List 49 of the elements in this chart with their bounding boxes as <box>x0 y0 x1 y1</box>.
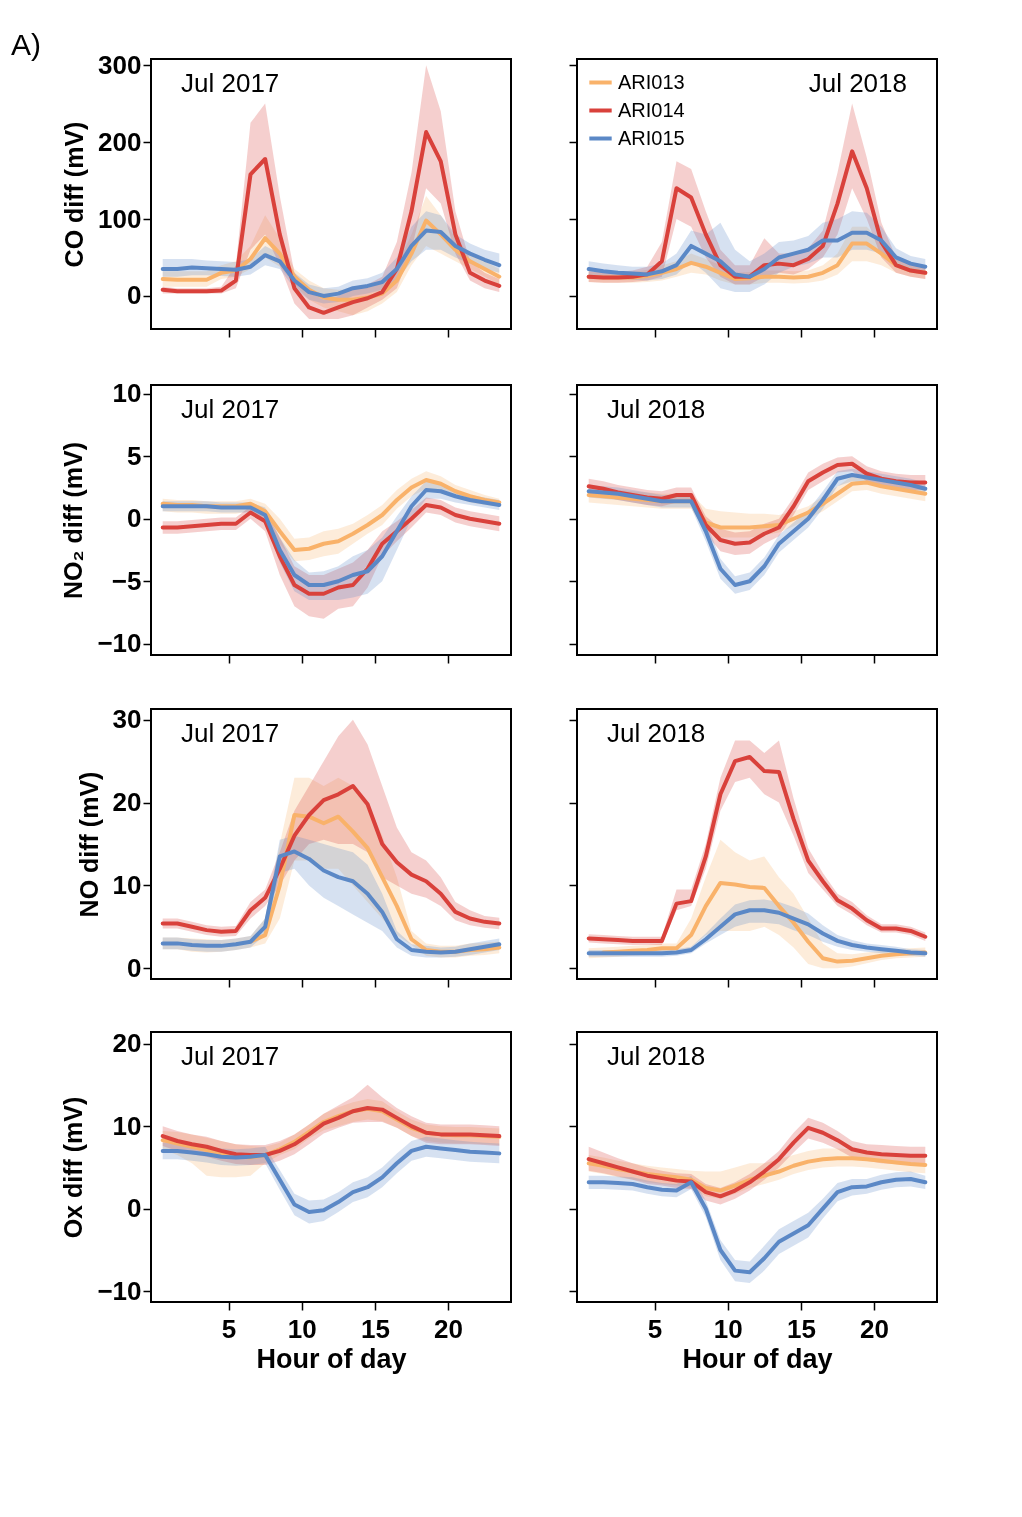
x-tick-label: 15 <box>360 1313 390 1344</box>
x-tick-label: 10 <box>713 1313 743 1344</box>
y-axis-title: NO₂ diff (mV) <box>59 442 88 599</box>
y-axis-title: NO diff (mV) <box>74 771 103 918</box>
line-series <box>160 1144 502 1214</box>
y-tick-label: 100 <box>98 203 142 234</box>
y-tick-label: 5 <box>127 440 142 471</box>
x-tick-label: 20 <box>434 1313 464 1344</box>
y-axis-title: CO diff (mV) <box>60 121 89 268</box>
y-tick-label: 10 <box>112 1110 142 1141</box>
y-tick-label: 0 <box>127 280 142 311</box>
annotation: Jul 2018 <box>607 718 706 748</box>
line-series <box>160 130 502 315</box>
annotation: Jul 2018 <box>808 68 907 98</box>
legend-label: ARI014 <box>618 98 685 121</box>
y-tick-label: 0 <box>127 952 142 983</box>
annotation: Jul 2017 <box>181 68 280 98</box>
line-series <box>160 488 502 587</box>
y-tick-label: 20 <box>112 787 142 818</box>
line-series <box>160 228 502 298</box>
annotation: Jul 2017 <box>181 394 280 424</box>
y-tick-label: 10 <box>112 378 142 409</box>
y-tick-label: 300 <box>98 49 142 80</box>
y-tick-label: 10 <box>112 869 142 900</box>
x-tick-label: 5 <box>221 1313 237 1344</box>
chart-title: A) <box>11 28 41 61</box>
x-axis-title: Hour of day <box>256 1343 407 1374</box>
y-tick-label: 30 <box>112 704 142 735</box>
annotation: Jul 2018 <box>607 394 706 424</box>
x-tick-label: 20 <box>860 1313 890 1344</box>
line-series <box>160 784 502 934</box>
y-tick-label: 0 <box>127 1193 142 1224</box>
y-tick-label: 20 <box>112 1028 142 1059</box>
y-axis-title: Ox diff (mV) <box>59 1096 88 1239</box>
x-axis-title: Hour of day <box>682 1343 833 1374</box>
x-tick-label: 10 <box>287 1313 317 1344</box>
legend-label: ARI015 <box>618 126 685 149</box>
x-tick-label: 5 <box>647 1313 663 1344</box>
y-tick-label: 200 <box>98 126 142 157</box>
x-tick-label: 15 <box>786 1313 816 1344</box>
y-tick-label: −10 <box>97 628 142 659</box>
annotation: Jul 2018 <box>607 1041 706 1071</box>
line-series <box>160 503 502 596</box>
annotation: Jul 2017 <box>181 718 280 748</box>
y-tick-label: 0 <box>127 503 142 534</box>
y-tick-label: −5 <box>111 565 142 596</box>
legend-label: ARI013 <box>618 70 685 93</box>
annotation: Jul 2017 <box>181 1041 280 1071</box>
y-tick-label: −10 <box>97 1275 142 1306</box>
